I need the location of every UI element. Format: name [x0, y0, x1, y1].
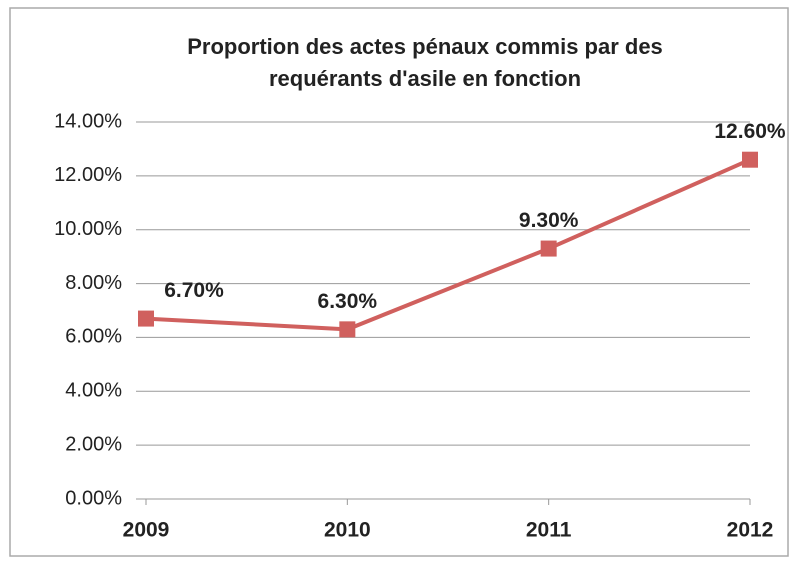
line: [145, 157, 751, 332]
marker: [339, 321, 356, 338]
marker: [540, 240, 557, 257]
y-tick-label: 10.00%: [54, 218, 122, 240]
y-tick-label: 8.00%: [65, 272, 122, 294]
x-tick-label: 2010: [324, 519, 371, 542]
chart-title: requérants d'asile en fonction: [269, 66, 581, 91]
y-tick-label: 6.00%: [65, 326, 122, 348]
y-tick-label: 12.00%: [54, 164, 122, 186]
y-tick-label: 4.00%: [65, 380, 122, 402]
y-tick-label: 0.00%: [65, 487, 122, 509]
chart-border: [9, 7, 789, 557]
y-tick-label: 14.00%: [54, 110, 122, 132]
y-tick-label: 2.00%: [65, 433, 122, 455]
marker: [138, 310, 154, 327]
value-label: 9.30%: [519, 209, 579, 232]
value-label: 6.30%: [318, 290, 378, 313]
marker: [742, 151, 758, 168]
x-tick-label: 2009: [123, 519, 170, 542]
chart-title: Proportion des actes pénaux commis par d…: [187, 34, 663, 59]
x-tick-label: 2011: [526, 519, 572, 542]
x-tick-label: 2012: [727, 519, 774, 542]
value-label: 12.60%: [714, 120, 786, 143]
value-label: 6.70%: [164, 279, 224, 302]
